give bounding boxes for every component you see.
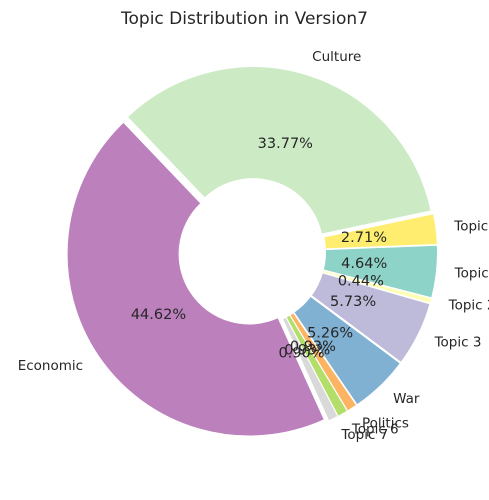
slice-pct-culture: 33.77%	[258, 136, 313, 152]
slice-label-politics: Politics	[362, 416, 409, 432]
slice-war	[293, 295, 402, 406]
labels-group: Culture 33.77% Economic 44.62% Topic 7 0.90% T…	[18, 49, 489, 443]
slice-label-topic-6: Topic 6	[351, 422, 399, 438]
slices-group	[66, 66, 438, 437]
slice-label-war: War	[393, 391, 420, 407]
slice-pct-topic-7: 0.90%	[278, 345, 324, 361]
slice-pct-politics: 0.93%	[290, 339, 336, 355]
slice-topic-1	[322, 244, 438, 299]
slice-label-topic-10: Topic 10	[453, 219, 489, 235]
chart-title: Topic Distribution in Version7	[120, 9, 368, 29]
slice-label-topic-7: Topic 7	[340, 427, 388, 443]
slice-pct-war: 5.26%	[307, 325, 353, 341]
slice-label-topic-3: Topic 3	[434, 335, 482, 351]
slice-pct-topic-1: 4.64%	[341, 256, 387, 272]
slice-pct-topic-10: 2.71%	[341, 230, 387, 246]
slice-culture	[126, 66, 432, 235]
slice-topic-3	[310, 272, 431, 364]
slice-label-topic-1: Topic 1	[454, 266, 489, 282]
slice-politics	[289, 312, 358, 412]
slice-topic-2	[322, 269, 433, 304]
slice-pct-economic: 44.62%	[131, 307, 186, 323]
slice-pct-topic-2: 0.44%	[338, 274, 384, 290]
slice-pct-topic-6: 0.93%	[284, 342, 330, 358]
slice-label-culture: Culture	[312, 49, 361, 65]
slice-pct-topic-3: 5.73%	[330, 294, 376, 310]
slice-label-economic: Economic	[18, 358, 83, 374]
slice-economic	[66, 121, 325, 437]
slice-label-topic-2: Topic 2	[448, 298, 489, 314]
slice-topic-10	[323, 213, 438, 250]
